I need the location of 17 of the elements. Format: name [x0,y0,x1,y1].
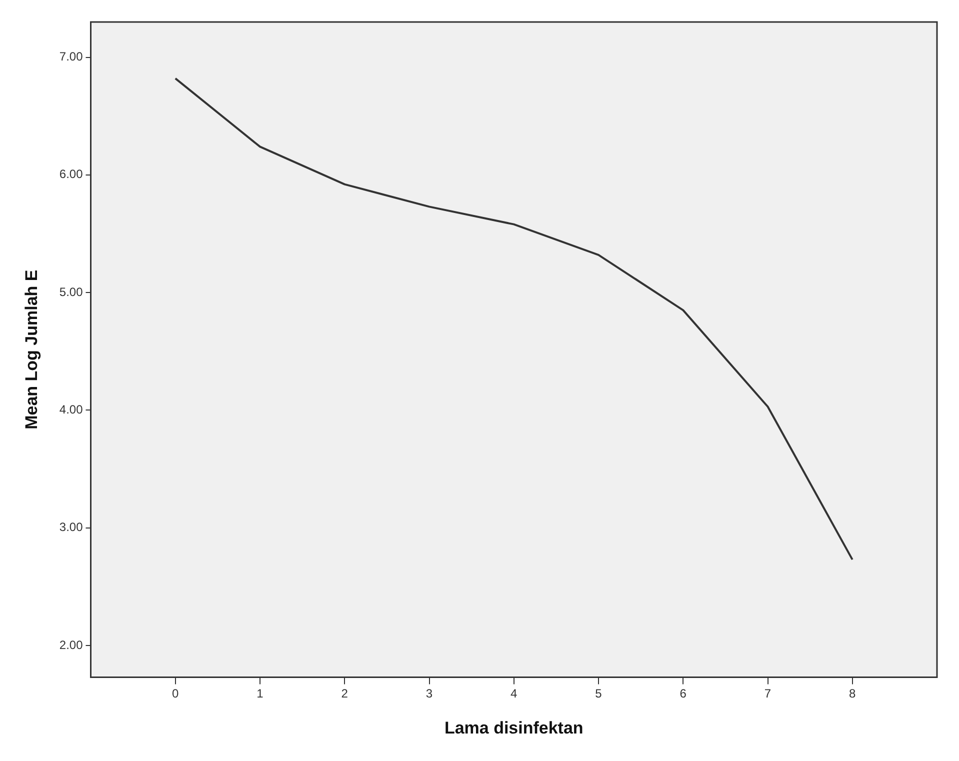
y-tick-label: 5.00 [59,284,84,299]
y-tick-label: 6.00 [59,167,84,182]
x-tick-label: 4 [510,686,518,701]
x-tick-label: 6 [680,686,687,701]
y-tick-label: 2.00 [59,638,84,652]
y-tick-label: 4.00 [59,402,84,416]
y-tick-label: 7.00 [59,50,84,64]
x-tick-label: 5 [595,686,602,701]
y-axis-title: Mean Log Jumlah E [22,270,41,430]
x-tick-label: 7 [764,686,772,701]
x-tick-label: 1 [256,686,264,701]
x-axis-title: Lama disinfektan [444,718,584,738]
x-tick-label: 2 [341,686,348,701]
x-tick-label: 0 [172,686,180,701]
y-tick-label: 3.00 [59,520,84,534]
x-tick-label: 3 [426,686,433,701]
x-tick-label: 8 [849,686,856,701]
